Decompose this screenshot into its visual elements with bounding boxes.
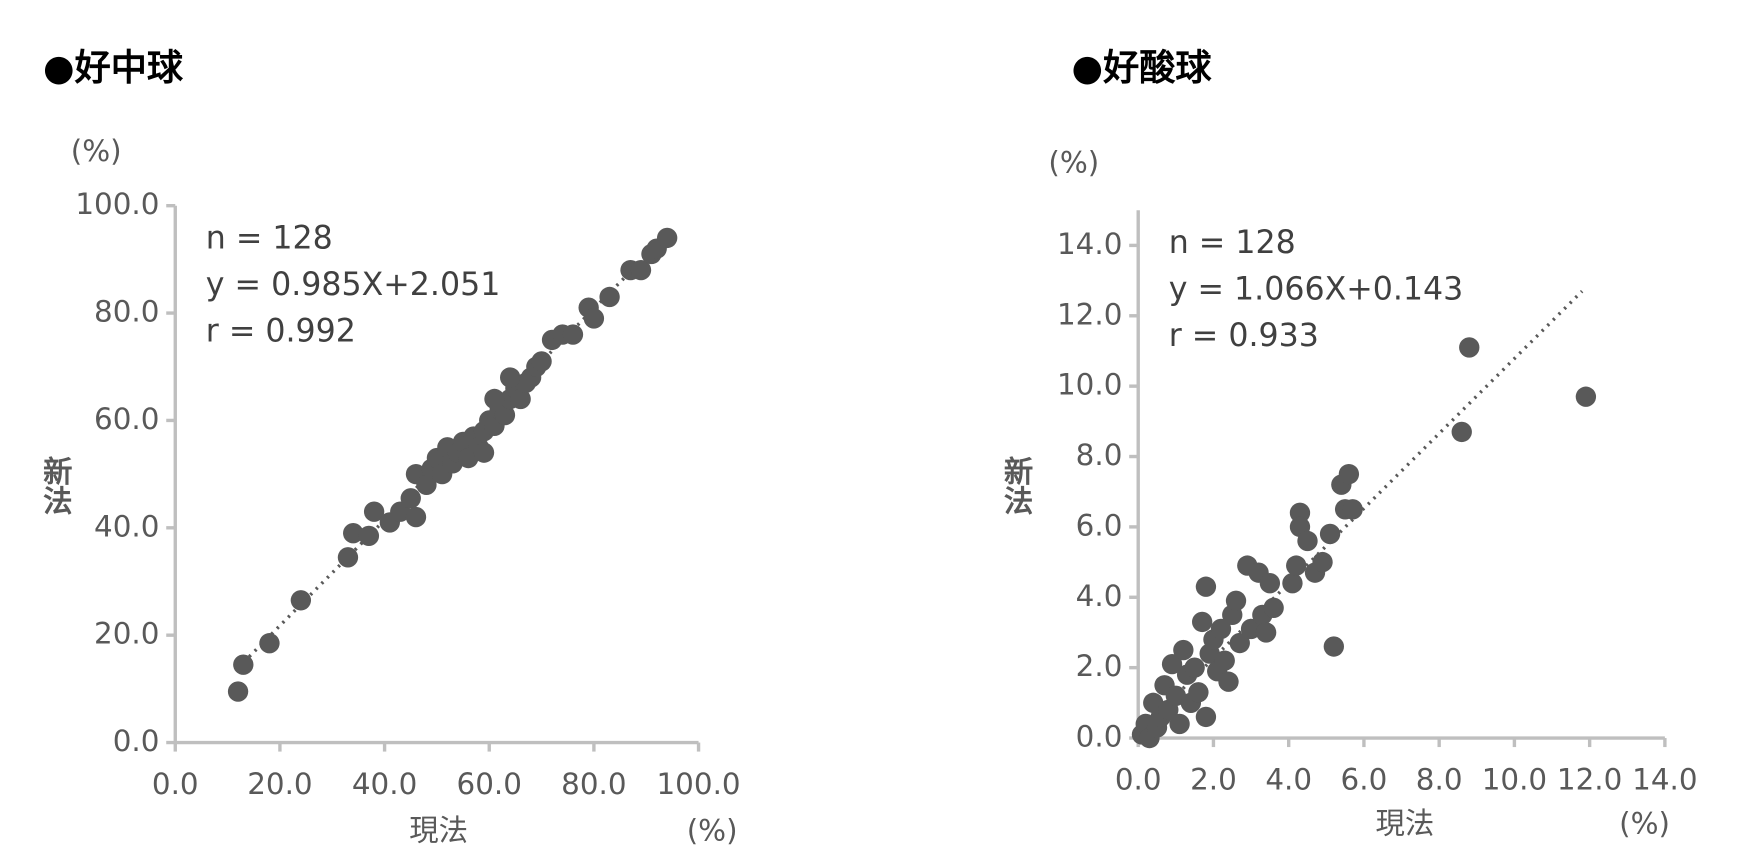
x-tick-label: 60.0 [457, 767, 522, 801]
y-unit: (%) [1048, 145, 1099, 179]
point [1259, 573, 1281, 594]
y-tick-label: 2.0 [1076, 649, 1123, 683]
chart-title: ●好中球 [43, 46, 184, 89]
x-tick-label: 10.0 [1482, 762, 1547, 796]
point [1184, 657, 1205, 678]
x-tick-label: 0.0 [152, 767, 199, 801]
point [1169, 713, 1190, 735]
point [1173, 639, 1194, 661]
point [1195, 576, 1217, 597]
point [500, 367, 521, 388]
x-tick-label: 12.0 [1557, 762, 1622, 796]
point [562, 324, 584, 345]
point [358, 525, 380, 547]
point [400, 488, 421, 509]
point [1161, 653, 1183, 675]
y-tick-label: 0.0 [1076, 720, 1123, 754]
x-axis-label: 現法 [1376, 807, 1435, 841]
x-tick-label: 14.0 [1632, 762, 1697, 796]
point [227, 681, 249, 702]
point [363, 501, 385, 522]
y-tick-label: 4.0 [1076, 579, 1123, 613]
y-axis-label: 新法 [39, 456, 73, 515]
x-unit: (%) [687, 813, 738, 847]
y-tick-label: 20.0 [94, 617, 159, 651]
point [484, 388, 505, 410]
point [405, 506, 427, 528]
x-tick-label: 0.0 [1115, 762, 1162, 796]
point [337, 547, 359, 568]
point [343, 523, 364, 544]
x-axis-label: 現法 [409, 813, 468, 847]
point [1459, 337, 1480, 358]
y-tick-label: 10.0 [1057, 368, 1122, 402]
point [233, 654, 254, 675]
x-tick-label: 80.0 [561, 767, 626, 801]
y-tick-label: 60.0 [94, 402, 159, 436]
x-tick-label: 40.0 [352, 767, 417, 801]
x-tick-label: 8.0 [1416, 762, 1463, 796]
annotation: r = 0.992 [206, 313, 356, 349]
point [531, 351, 552, 372]
point [1214, 650, 1235, 671]
point [1312, 551, 1333, 573]
annotation: r = 0.933 [1169, 318, 1319, 354]
annotation: n = 128 [1169, 225, 1296, 261]
annotation: y = 1.066X+0.143 [1169, 271, 1464, 307]
point [1297, 530, 1318, 552]
x-tick-label: 4.0 [1265, 762, 1312, 796]
point [1319, 523, 1341, 545]
point [583, 308, 605, 329]
point [656, 227, 678, 249]
point [259, 633, 280, 654]
point [1210, 618, 1232, 640]
point [1323, 636, 1345, 657]
y-tick-label: 8.0 [1076, 438, 1123, 472]
point [1282, 573, 1303, 594]
annotation: n = 128 [206, 221, 333, 257]
point [290, 590, 312, 611]
point [1263, 597, 1284, 619]
point [1342, 499, 1363, 520]
y-tick-label: 40.0 [94, 509, 159, 543]
y-tick-label: 14.0 [1057, 227, 1122, 261]
point [1225, 590, 1247, 611]
chart-title: ●好酸球 [1072, 46, 1213, 89]
point [1195, 706, 1217, 728]
point [1289, 502, 1311, 524]
y-unit: (%) [71, 134, 122, 168]
point [630, 259, 652, 281]
y-tick-label: 0.0 [113, 724, 160, 758]
point [1188, 682, 1209, 703]
point [1451, 421, 1472, 443]
point [1191, 611, 1213, 633]
point [599, 286, 620, 308]
x-unit: (%) [1619, 807, 1670, 841]
point [473, 442, 495, 463]
annotation: y = 0.985X+2.051 [206, 267, 501, 303]
point [510, 388, 531, 410]
point [416, 474, 437, 496]
point [1229, 632, 1250, 654]
point [1286, 555, 1307, 576]
x-tick-label: 20.0 [247, 767, 312, 801]
y-tick-label: 100.0 [75, 187, 159, 221]
y-tick-label: 80.0 [94, 295, 159, 329]
y-tick-label: 6.0 [1076, 508, 1123, 542]
x-tick-label: 6.0 [1341, 762, 1388, 796]
x-tick-label: 100.0 [657, 767, 741, 801]
x-tick-label: 2.0 [1190, 762, 1237, 796]
point [1338, 463, 1360, 485]
point [1255, 622, 1277, 643]
point [1218, 671, 1239, 692]
point [494, 404, 516, 426]
y-axis-label: 新法 [1000, 456, 1034, 515]
point [1575, 386, 1597, 407]
y-tick-label: 12.0 [1057, 297, 1122, 331]
